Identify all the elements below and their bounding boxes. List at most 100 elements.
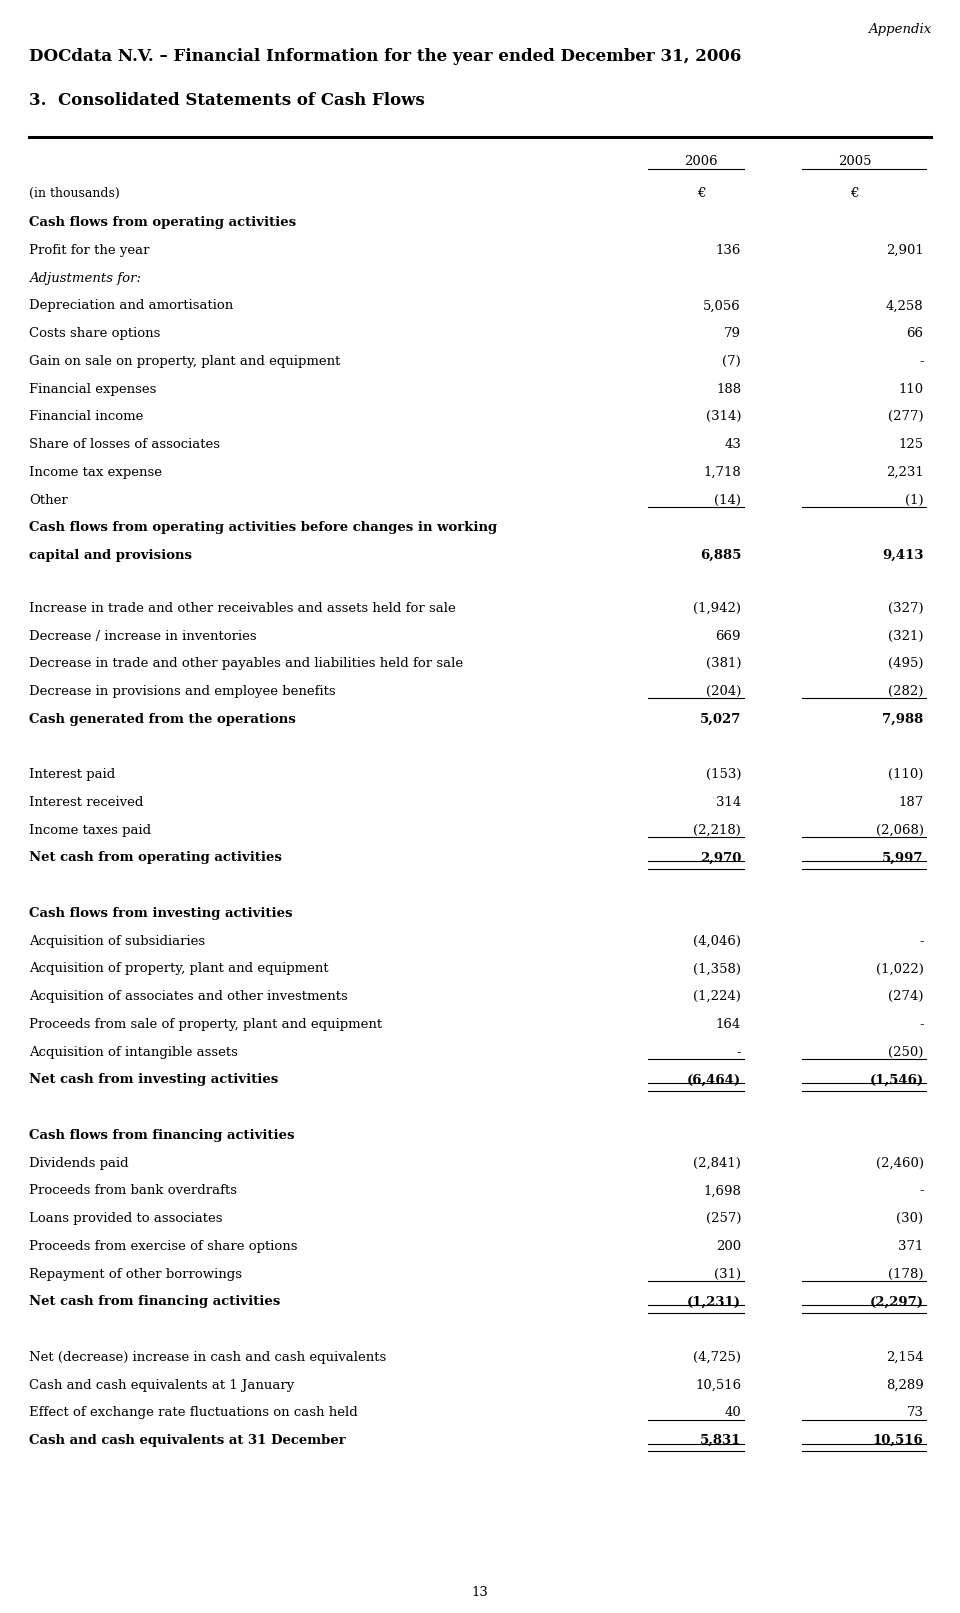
Text: DOCdata N.V. – Financial Information for the year ended December 31, 2006: DOCdata N.V. – Financial Information for… bbox=[29, 48, 741, 66]
Text: (4,725): (4,725) bbox=[693, 1350, 741, 1365]
Text: (1,224): (1,224) bbox=[693, 990, 741, 1003]
Text: 10,516: 10,516 bbox=[873, 1434, 924, 1447]
Text: (7): (7) bbox=[722, 355, 741, 368]
Text: 200: 200 bbox=[716, 1240, 741, 1253]
Text: Cash flows from financing activities: Cash flows from financing activities bbox=[29, 1129, 295, 1142]
Text: (314): (314) bbox=[706, 410, 741, 423]
Text: Profit for the year: Profit for the year bbox=[29, 244, 150, 256]
Text: 110: 110 bbox=[899, 382, 924, 395]
Text: (6,464): (6,464) bbox=[687, 1073, 741, 1087]
Text: Net (decrease) increase in cash and cash equivalents: Net (decrease) increase in cash and cash… bbox=[29, 1350, 386, 1365]
Text: 371: 371 bbox=[899, 1240, 924, 1253]
Text: (1,231): (1,231) bbox=[687, 1295, 741, 1308]
Text: Proceeds from sale of property, plant and equipment: Proceeds from sale of property, plant an… bbox=[29, 1018, 382, 1031]
Text: 5,997: 5,997 bbox=[882, 852, 924, 865]
Text: 73: 73 bbox=[906, 1407, 924, 1419]
Text: Interest paid: Interest paid bbox=[29, 768, 115, 781]
Text: Cash flows from investing activities: Cash flows from investing activities bbox=[29, 907, 292, 919]
Text: -: - bbox=[919, 934, 924, 948]
Text: 40: 40 bbox=[725, 1407, 741, 1419]
Text: Gain on sale on property, plant and equipment: Gain on sale on property, plant and equi… bbox=[29, 355, 340, 368]
Text: 669: 669 bbox=[715, 629, 741, 642]
Text: (2,068): (2,068) bbox=[876, 824, 924, 837]
Text: (1,546): (1,546) bbox=[870, 1073, 924, 1087]
Text: (2,841): (2,841) bbox=[693, 1157, 741, 1169]
Text: Acquisition of subsidiaries: Acquisition of subsidiaries bbox=[29, 934, 204, 948]
Text: Income tax expense: Income tax expense bbox=[29, 466, 162, 479]
Text: 187: 187 bbox=[899, 795, 924, 810]
Text: Depreciation and amortisation: Depreciation and amortisation bbox=[29, 300, 233, 313]
Text: Financial expenses: Financial expenses bbox=[29, 382, 156, 395]
Text: 43: 43 bbox=[724, 439, 741, 452]
Text: (274): (274) bbox=[888, 990, 924, 1003]
Text: Acquisition of intangible assets: Acquisition of intangible assets bbox=[29, 1045, 238, 1058]
Text: Decrease / increase in inventories: Decrease / increase in inventories bbox=[29, 629, 256, 642]
Text: (110): (110) bbox=[888, 768, 924, 781]
Text: Acquisition of property, plant and equipment: Acquisition of property, plant and equip… bbox=[29, 963, 328, 976]
Text: Acquisition of associates and other investments: Acquisition of associates and other inve… bbox=[29, 990, 348, 1003]
Text: Financial income: Financial income bbox=[29, 410, 143, 423]
Text: Dividends paid: Dividends paid bbox=[29, 1157, 129, 1169]
Text: 5,831: 5,831 bbox=[700, 1434, 741, 1447]
Text: Loans provided to associates: Loans provided to associates bbox=[29, 1211, 223, 1226]
Text: 5,056: 5,056 bbox=[704, 300, 741, 313]
Text: 2005: 2005 bbox=[838, 155, 871, 168]
Text: 66: 66 bbox=[906, 327, 924, 340]
Text: 2,231: 2,231 bbox=[886, 466, 924, 479]
Text: (14): (14) bbox=[714, 494, 741, 506]
Text: (257): (257) bbox=[706, 1211, 741, 1226]
Text: Interest received: Interest received bbox=[29, 795, 143, 810]
Text: Decrease in trade and other payables and liabilities held for sale: Decrease in trade and other payables and… bbox=[29, 656, 463, 671]
Text: (1,022): (1,022) bbox=[876, 963, 924, 976]
Text: Share of losses of associates: Share of losses of associates bbox=[29, 439, 220, 452]
Text: Effect of exchange rate fluctuations on cash held: Effect of exchange rate fluctuations on … bbox=[29, 1407, 357, 1419]
Text: 164: 164 bbox=[716, 1018, 741, 1031]
Text: (30): (30) bbox=[897, 1211, 924, 1226]
Text: (178): (178) bbox=[888, 1268, 924, 1281]
Text: (204): (204) bbox=[706, 686, 741, 698]
Text: 6,885: 6,885 bbox=[700, 548, 741, 561]
Text: (277): (277) bbox=[888, 410, 924, 423]
Text: (282): (282) bbox=[888, 686, 924, 698]
Text: Cash and cash equivalents at 31 December: Cash and cash equivalents at 31 December bbox=[29, 1434, 346, 1447]
Text: 2006: 2006 bbox=[684, 155, 718, 168]
Text: Decrease in provisions and employee benefits: Decrease in provisions and employee bene… bbox=[29, 686, 335, 698]
Text: 2,901: 2,901 bbox=[886, 244, 924, 256]
Text: (153): (153) bbox=[706, 768, 741, 781]
Text: (2,297): (2,297) bbox=[870, 1295, 924, 1308]
Text: Net cash from investing activities: Net cash from investing activities bbox=[29, 1073, 278, 1087]
Text: capital and provisions: capital and provisions bbox=[29, 548, 192, 561]
Text: Costs share options: Costs share options bbox=[29, 327, 160, 340]
Text: 4,258: 4,258 bbox=[886, 300, 924, 313]
Text: Appendix: Appendix bbox=[868, 23, 931, 35]
Text: 5,027: 5,027 bbox=[700, 713, 741, 726]
Text: Cash generated from the operations: Cash generated from the operations bbox=[29, 713, 296, 726]
Text: (321): (321) bbox=[888, 629, 924, 642]
Text: (1,942): (1,942) bbox=[693, 602, 741, 615]
Text: 79: 79 bbox=[724, 327, 741, 340]
Text: (31): (31) bbox=[714, 1268, 741, 1281]
Text: (381): (381) bbox=[706, 656, 741, 671]
Text: -: - bbox=[736, 1045, 741, 1058]
Text: 125: 125 bbox=[899, 439, 924, 452]
Text: (2,460): (2,460) bbox=[876, 1157, 924, 1169]
Text: 136: 136 bbox=[716, 244, 741, 256]
Text: -: - bbox=[919, 1184, 924, 1197]
Text: 1,718: 1,718 bbox=[704, 466, 741, 479]
Text: (327): (327) bbox=[888, 602, 924, 615]
Text: 8,289: 8,289 bbox=[886, 1379, 924, 1392]
Text: 2,970: 2,970 bbox=[700, 852, 741, 865]
Text: -: - bbox=[919, 355, 924, 368]
Text: (in thousands): (in thousands) bbox=[29, 187, 120, 200]
Text: Net cash from financing activities: Net cash from financing activities bbox=[29, 1295, 280, 1308]
Text: Increase in trade and other receivables and assets held for sale: Increase in trade and other receivables … bbox=[29, 602, 456, 615]
Text: Cash flows from operating activities before changes in working: Cash flows from operating activities bef… bbox=[29, 521, 497, 534]
Text: (2,218): (2,218) bbox=[693, 824, 741, 837]
Text: 13: 13 bbox=[471, 1586, 489, 1598]
Text: Income taxes paid: Income taxes paid bbox=[29, 824, 151, 837]
Text: 1,698: 1,698 bbox=[704, 1184, 741, 1197]
Text: Adjustments for:: Adjustments for: bbox=[29, 271, 141, 284]
Text: (4,046): (4,046) bbox=[693, 934, 741, 948]
Text: 2,154: 2,154 bbox=[886, 1350, 924, 1365]
Text: (495): (495) bbox=[888, 656, 924, 671]
